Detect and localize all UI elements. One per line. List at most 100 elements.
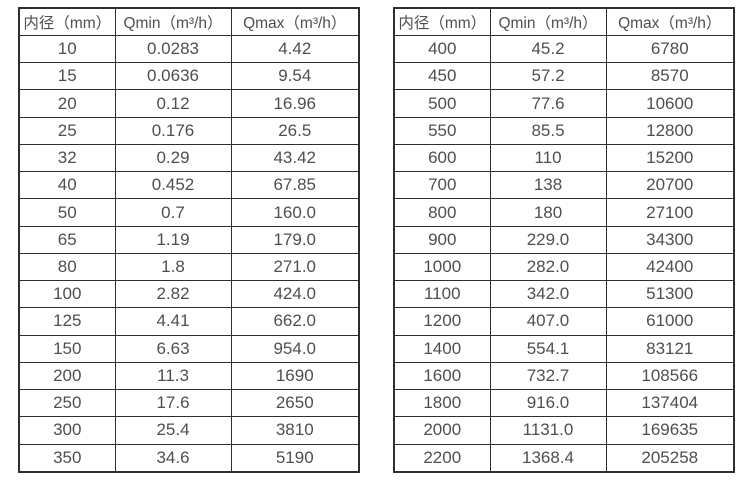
column-header: 内径（mm） — [18, 7, 116, 36]
table-cell: 61000 — [605, 307, 735, 336]
table-cell: 9.54 — [230, 62, 360, 91]
column-header: Qmax（m³/h） — [230, 7, 360, 36]
table-cell: 1000 — [393, 252, 491, 282]
table-cell: 1.19 — [114, 225, 232, 254]
table-cell: 25 — [18, 116, 116, 145]
table-row: 65 1.19 179.0 — [18, 225, 360, 254]
table-cell: 32 — [18, 143, 116, 173]
table-cell: 2.82 — [114, 280, 232, 309]
table-cell: 450 — [393, 62, 491, 91]
table-cell: 1200 — [393, 307, 491, 336]
column-header: 内径（mm） — [393, 7, 491, 36]
table-cell: 550 — [393, 116, 491, 145]
table-row: 800 180 27100 — [393, 198, 735, 227]
table-cell: 80 — [18, 252, 116, 282]
table-row: 32 0.29 43.42 — [18, 143, 360, 173]
table-cell: 43.42 — [230, 143, 360, 173]
table-cell: 282.0 — [489, 252, 607, 282]
table-row: 1400 554.1 83121 — [393, 334, 735, 363]
table-cell: 1400 — [393, 334, 491, 363]
table-cell: 1600 — [393, 361, 491, 391]
table-cell: 250 — [18, 389, 116, 418]
table-row: 1000 282.0 42400 — [393, 252, 735, 282]
table-row: 40 0.452 67.85 — [18, 171, 360, 200]
table-cell: 2650 — [230, 389, 360, 418]
table-row: 1100 342.0 51300 — [393, 280, 735, 309]
table-cell: 85.5 — [489, 116, 607, 145]
table-cell: 6780 — [605, 34, 735, 64]
table-cell: 137404 — [605, 389, 735, 418]
table-cell: 0.0283 — [114, 34, 232, 64]
table-cell: 27100 — [605, 198, 735, 227]
table-cell: 180 — [489, 198, 607, 227]
table-cell: 51300 — [605, 280, 735, 309]
table-cell: 0.7 — [114, 198, 232, 227]
table-row: 500 77.6 10600 — [393, 89, 735, 118]
table-cell: 108566 — [605, 361, 735, 391]
table-cell: 3810 — [230, 416, 360, 445]
table-cell: 169635 — [605, 416, 735, 445]
table-row: 20 0.12 16.96 — [18, 89, 360, 118]
column-header: Qmin（m³/h） — [114, 7, 232, 36]
table-cell: 8570 — [605, 62, 735, 91]
table-cell: 45.2 — [489, 34, 607, 64]
table-row: 700 138 20700 — [393, 171, 735, 200]
table-row: 2000 1131.0 169635 — [393, 416, 735, 445]
table-cell: 229.0 — [489, 225, 607, 254]
table-row: 15 0.0636 9.54 — [18, 62, 360, 91]
table-cell: 1100 — [393, 280, 491, 309]
table-cell: 16.96 — [230, 89, 360, 118]
table-row: 1200 407.0 61000 — [393, 307, 735, 336]
table-row: 150 6.63 954.0 — [18, 334, 360, 363]
table-cell: 407.0 — [489, 307, 607, 336]
table-cell: 0.12 — [114, 89, 232, 118]
table-cell: 67.85 — [230, 171, 360, 200]
table-cell: 700 — [393, 171, 491, 200]
table-cell: 179.0 — [230, 225, 360, 254]
table-cell: 77.6 — [489, 89, 607, 118]
table-cell: 1690 — [230, 361, 360, 391]
table-cell: 10600 — [605, 89, 735, 118]
table-cell: 1800 — [393, 389, 491, 418]
table-row: 25 0.176 26.5 — [18, 116, 360, 145]
table-cell: 57.2 — [489, 62, 607, 91]
table-cell: 424.0 — [230, 280, 360, 309]
table-cell: 50 — [18, 198, 116, 227]
table-row: 1600 732.7 108566 — [393, 361, 735, 391]
table-cell: 20700 — [605, 171, 735, 200]
table-row: 300 25.4 3810 — [18, 416, 360, 445]
table-cell: 200 — [18, 361, 116, 391]
table-cell: 1368.4 — [489, 443, 607, 473]
table-row: 550 85.5 12800 — [393, 116, 735, 145]
table-row: 250 17.6 2650 — [18, 389, 360, 418]
table-row: 100 2.82 424.0 — [18, 280, 360, 309]
table-cell: 0.452 — [114, 171, 232, 200]
table-cell: 150 — [18, 334, 116, 363]
table-row: 2200 1368.4 205258 — [393, 443, 735, 473]
table-row: 80 1.8 271.0 — [18, 252, 360, 282]
column-header: Qmax（m³/h） — [605, 7, 735, 36]
spec-table-large-diameters: 内径（mm） Qmin（m³/h） Qmax（m³/h） 400 45.2 6780 450… — [393, 7, 735, 473]
table-cell: 954.0 — [230, 334, 360, 363]
table-cell: 400 — [393, 34, 491, 64]
table-cell: 2000 — [393, 416, 491, 445]
table-cell: 100 — [18, 280, 116, 309]
table-cell: 1.8 — [114, 252, 232, 282]
table-cell: 342.0 — [489, 280, 607, 309]
table-cell: 160.0 — [230, 198, 360, 227]
table-cell: 12800 — [605, 116, 735, 145]
table-cell: 11.3 — [114, 361, 232, 391]
table-cell: 0.0636 — [114, 62, 232, 91]
table-cell: 900 — [393, 225, 491, 254]
table-cell: 205258 — [605, 443, 735, 473]
table-cell: 271.0 — [230, 252, 360, 282]
table-cell: 554.1 — [489, 334, 607, 363]
column-header: Qmin（m³/h） — [489, 7, 607, 36]
table-cell: 83121 — [605, 334, 735, 363]
table-row: 125 4.41 662.0 — [18, 307, 360, 336]
table-row: 600 110 15200 — [393, 143, 735, 173]
table-header-row: 内径（mm） Qmin（m³/h） Qmax（m³/h） — [393, 7, 735, 36]
table-cell: 125 — [18, 307, 116, 336]
table-cell: 20 — [18, 89, 116, 118]
